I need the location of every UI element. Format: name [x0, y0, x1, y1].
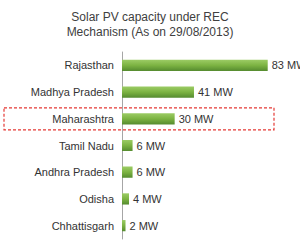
- svg-text:Mechanism (As on 29/08/2013): Mechanism (As on 29/08/2013): [67, 25, 234, 39]
- svg-text:Maharashtra: Maharashtra: [52, 113, 115, 125]
- svg-text:Odisha: Odisha: [79, 193, 115, 205]
- svg-text:6 MW: 6 MW: [137, 166, 166, 178]
- svg-text:4 MW: 4 MW: [133, 193, 162, 205]
- svg-text:Solar PV capacity under REC: Solar PV capacity under REC: [71, 10, 229, 24]
- svg-text:6 MW: 6 MW: [137, 140, 166, 152]
- svg-text:83 MW: 83 MW: [272, 59, 300, 71]
- svg-text:Andhra Pradesh: Andhra Pradesh: [35, 166, 115, 178]
- svg-text:30 MW: 30 MW: [179, 113, 214, 125]
- svg-text:Tamil Nadu: Tamil Nadu: [59, 140, 114, 152]
- svg-text:Madhya Pradesh: Madhya Pradesh: [31, 86, 114, 98]
- svg-text:2 MW: 2 MW: [130, 220, 159, 232]
- svg-text:Chhattisgarh: Chhattisgarh: [52, 220, 114, 232]
- svg-text:41 MW: 41 MW: [198, 86, 233, 98]
- svg-text:Rajasthan: Rajasthan: [64, 59, 114, 71]
